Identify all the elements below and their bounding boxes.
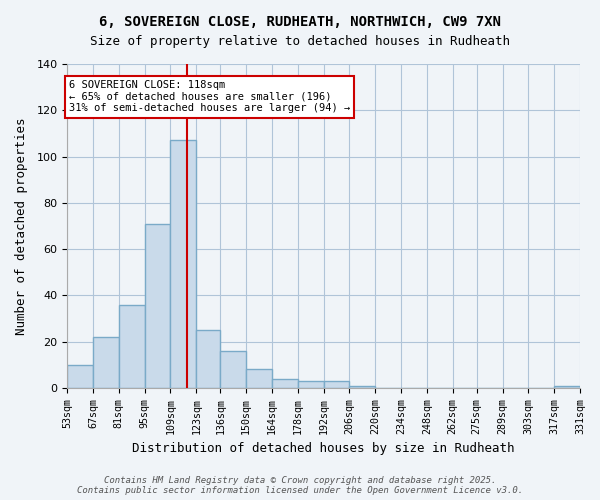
Bar [220, 351, 246, 388]
Text: 6, SOVEREIGN CLOSE, RUDHEATH, NORTHWICH, CW9 7XN: 6, SOVEREIGN CLOSE, RUDHEATH, NORTHWICH,… [99, 15, 501, 29]
Bar [349, 386, 375, 388]
Y-axis label: Number of detached properties: Number of detached properties [15, 117, 28, 334]
Bar [170, 140, 196, 388]
Text: Contains HM Land Registry data © Crown copyright and database right 2025.
Contai: Contains HM Land Registry data © Crown c… [77, 476, 523, 495]
Bar [323, 381, 349, 388]
Bar [196, 330, 220, 388]
Bar [554, 386, 580, 388]
Bar [67, 365, 93, 388]
Bar [119, 304, 145, 388]
Bar [145, 224, 170, 388]
Bar [246, 370, 272, 388]
Bar [93, 337, 119, 388]
Text: Size of property relative to detached houses in Rudheath: Size of property relative to detached ho… [90, 35, 510, 48]
Bar [298, 381, 323, 388]
Bar [272, 378, 298, 388]
X-axis label: Distribution of detached houses by size in Rudheath: Distribution of detached houses by size … [133, 442, 515, 455]
Text: 6 SOVEREIGN CLOSE: 118sqm
← 65% of detached houses are smaller (196)
31% of semi: 6 SOVEREIGN CLOSE: 118sqm ← 65% of detac… [69, 80, 350, 114]
